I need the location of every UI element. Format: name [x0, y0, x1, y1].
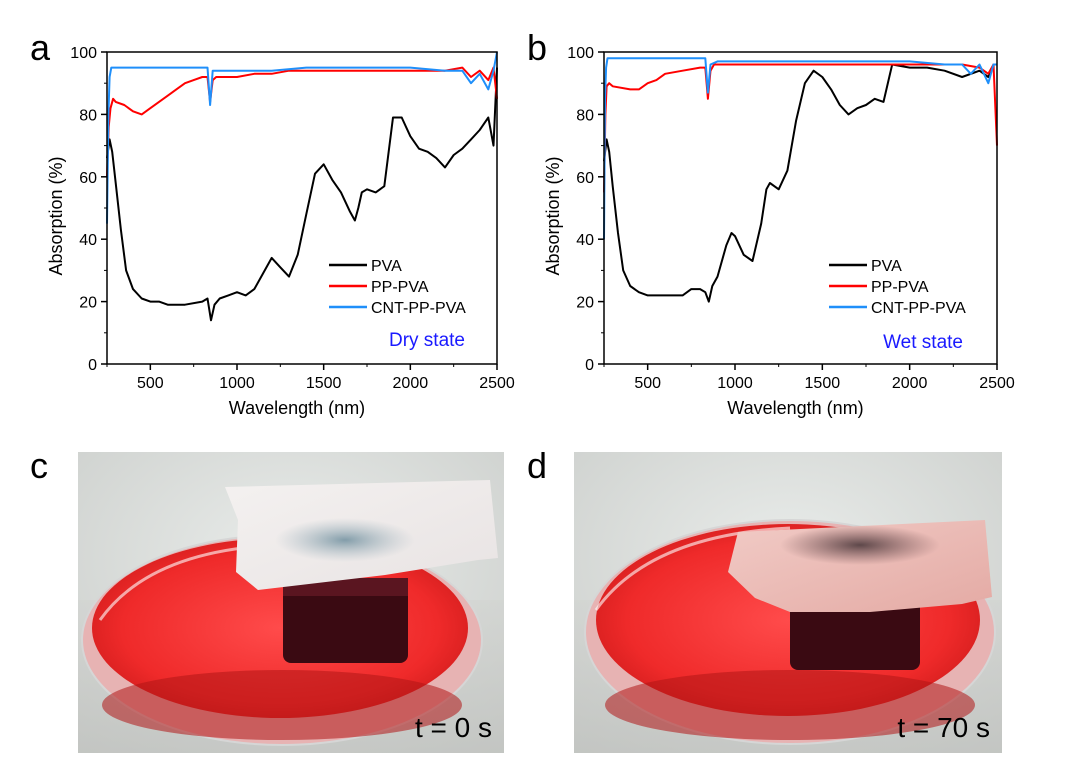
- panel-a-y-tick-label: 100: [70, 45, 97, 62]
- panel-b-x-tick-label: 2500: [979, 375, 1015, 392]
- panel-b-chart: b 500 1000 1500 2000 2500 0 20 40 60 80 100 Wavelen…: [527, 27, 1015, 418]
- panel-b-legend-label-pva: PVA: [871, 258, 902, 275]
- panel-b-x-tick-label: 500: [634, 375, 661, 392]
- panel-b-state-annotation: Wet state: [883, 332, 963, 353]
- panel-d-photo: d t = 70 s: [527, 445, 1002, 753]
- panel-a-plot-area: 500 1000 1500 2000 2500 0 20 40 60 80 100 Wavelengt…: [46, 45, 515, 418]
- panel-a-state-annotation: Dry state: [389, 330, 465, 351]
- panel-c-photo: c t = 0 s: [30, 445, 504, 753]
- panel-a-legend-label-pva: PVA: [371, 258, 402, 275]
- photo-d-stain: [780, 525, 940, 565]
- panel-b-legend-label-cnt-pp-pva: CNT-PP-PVA: [871, 300, 966, 317]
- photo-c-block: [283, 578, 408, 663]
- photo-d-glass-highlight: [594, 526, 791, 611]
- panel-a-chart: a 500 1000 1500 2000 2500 0 20 40 60 80 100 Wavelen…: [30, 27, 515, 418]
- panel-d-label: d: [527, 445, 547, 486]
- panel-a-series-pva-line: [106, 67, 498, 322]
- panel-b-y-tick-label: 0: [585, 357, 594, 374]
- panel-b-legend-label-pp-pva: PP-PVA: [871, 279, 929, 296]
- panel-b-y-tick-label: 80: [576, 107, 594, 124]
- panel-a-x-tick-label: 2500: [479, 375, 515, 392]
- panel-b-series-pva-line: [603, 63, 997, 303]
- photo-c-stain: [275, 518, 415, 562]
- panel-a-legend-label-cnt-pp-pva: CNT-PP-PVA: [371, 300, 466, 317]
- panel-b-x-tick-label: 2000: [892, 375, 928, 392]
- panel-b-x-tick-label: 1500: [805, 375, 841, 392]
- panel-b-series-cnt-pp-pva-line: [603, 57, 997, 240]
- panel-a-y-tick-label: 20: [79, 295, 97, 312]
- panel-c-label: c: [30, 445, 48, 486]
- photo-c-dish-bottom: [102, 670, 462, 740]
- panel-b-y-tick-label: 100: [567, 45, 594, 62]
- panel-a-y-axis-label: Absorption (%): [46, 156, 66, 275]
- panel-b-plot-area: 500 1000 1500 2000 2500 0 20 40 60 80 100 Wavelengt…: [543, 45, 1015, 418]
- panel-a-x-axis-label: Wavelength (nm): [229, 398, 365, 418]
- panel-b-x-tick-label: 1000: [717, 375, 753, 392]
- panel-a-series-cnt-pp-pva-line: [106, 51, 498, 224]
- panel-a-y-tick-label: 0: [88, 357, 97, 374]
- panel-b-y-tick-label: 20: [576, 295, 594, 312]
- panel-a-x-tick-label: 2000: [393, 375, 429, 392]
- panel-b-x-axis-label: Wavelength (nm): [727, 398, 863, 418]
- panel-b-y-tick-label: 60: [576, 170, 594, 187]
- panel-b-y-tick-label: 40: [576, 232, 594, 249]
- photo-c-caption: t = 0 s: [415, 712, 492, 743]
- panel-a-x-tick-label: 1500: [306, 375, 342, 392]
- panel-a-label: a: [30, 27, 51, 68]
- panel-a-y-tick-label: 40: [79, 232, 97, 249]
- panel-b-series-pp-pva-line: [603, 63, 998, 193]
- panel-a-x-tick-label: 1000: [219, 375, 255, 392]
- panel-a-axes-frame: [106, 51, 498, 365]
- photo-d-dish-bottom: [605, 670, 975, 740]
- panel-a-y-tick-label: 60: [79, 170, 97, 187]
- photo-d-caption: t = 70 s: [897, 712, 990, 743]
- panel-b-y-axis-label: Absorption (%): [543, 156, 563, 275]
- panel-b-label: b: [527, 27, 547, 68]
- panel-a-legend-label-pp-pva: PP-PVA: [371, 279, 429, 296]
- panel-a-y-tick-label: 80: [79, 107, 97, 124]
- panel-a-x-tick-label: 500: [137, 375, 164, 392]
